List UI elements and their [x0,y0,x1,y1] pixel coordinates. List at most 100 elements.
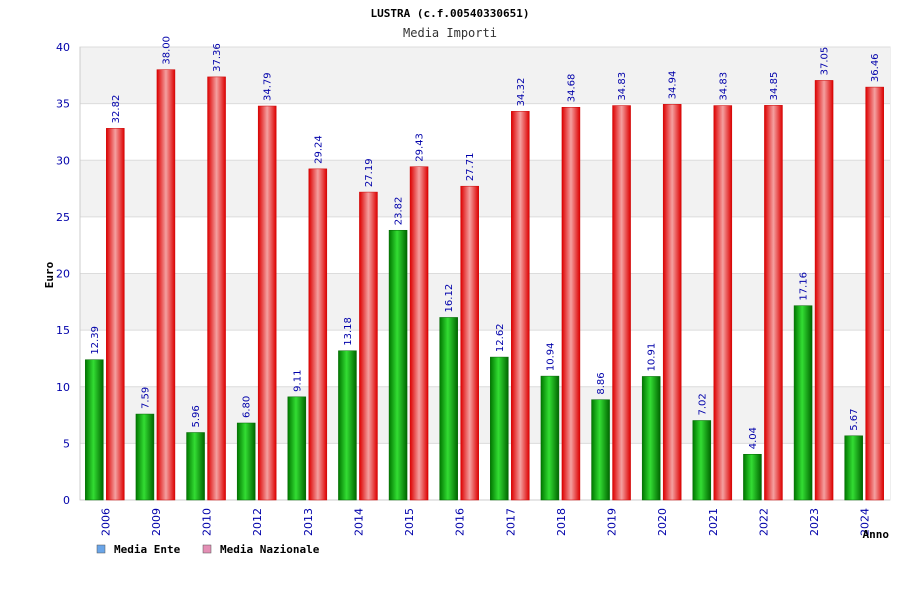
value-label: 34.83 [718,72,729,101]
bar-media-nazionale [814,80,834,501]
x-tick-label: 2022 [757,508,770,536]
bar-media-nazionale [865,86,884,501]
bar-media-ente [490,356,509,501]
value-label: 38.00 [161,36,172,65]
value-label: 6.80 [242,396,253,418]
bar-media-ente [844,435,863,501]
bar-media-nazionale [713,105,733,501]
x-tick-label: 2023 [808,508,821,536]
bar-media-nazionale [207,76,226,501]
bar-media-nazionale [308,168,328,501]
value-label: 32.82 [111,95,122,124]
x-tick-label: 2015 [403,508,416,536]
x-tick-label: 2018 [555,508,568,536]
value-label: 10.91 [647,343,658,372]
bar-media-ente [793,305,813,501]
value-label: 4.04 [748,427,759,449]
legend-swatch [96,544,106,554]
y-tick-label: 10 [56,381,70,394]
bar-media-nazionale [156,69,176,501]
value-label: 5.96 [191,405,202,427]
x-tick-label: 2014 [352,508,365,536]
value-label: 37.36 [212,43,223,72]
bar-media-ente [85,359,104,501]
bar-media-nazionale [561,106,581,501]
value-label: 13.18 [343,317,354,346]
x-tick-label: 2012 [251,508,264,536]
bar-media-ente [388,229,408,501]
x-tick-label: 2006 [99,508,112,536]
value-label: 12.39 [90,326,101,355]
legend-label: Media Ente [114,543,181,556]
y-tick-label: 15 [56,324,70,337]
value-label: 27.71 [465,153,476,182]
bar-media-nazionale [106,128,125,501]
value-label: 7.02 [697,393,708,415]
value-label: 34.94 [668,71,679,100]
y-axis-label: Euro [43,261,56,288]
x-tick-label: 2009 [150,508,163,536]
value-label: 27.19 [364,158,375,187]
bar-media-nazionale [612,105,631,501]
y-tick-label: 25 [56,211,70,224]
bar-media-nazionale [511,111,530,501]
y-tick-label: 30 [56,154,70,167]
value-label: 10.94 [545,342,556,371]
bar-media-ente [287,396,307,501]
legend-label: Media Nazionale [220,543,320,556]
value-labels: 12.39 32.82 7.59 38.00 5.96 37.36 6.80 34.79 9.1… [90,36,881,449]
legend-swatch [202,544,212,554]
value-label: 8.86 [596,372,607,394]
x-tick-label: 2024 [859,508,872,536]
y-tick-label: 40 [56,41,70,54]
x-tick-label: 2020 [656,508,669,536]
bar-media-nazionale [257,105,277,501]
value-label: 17.16 [799,272,810,301]
value-label: 29.24 [313,135,324,164]
y-axis-ticks: 0 5 10 15 20 25 30 35 40 [56,41,70,507]
bar-media-ente [186,432,205,501]
x-tick-label: 2019 [606,508,619,536]
x-tick-label: 2010 [201,508,214,536]
bar-media-ente [338,350,357,501]
value-label: 34.85 [769,72,780,101]
bar-media-ente [439,317,458,501]
value-label: 29.43 [415,133,426,162]
x-tick-label: 2013 [302,508,315,536]
y-tick-label: 5 [63,437,70,450]
legend: Media Ente Media Nazionale [96,543,320,556]
value-label: 37.05 [820,47,831,76]
y-tick-label: 35 [56,98,70,111]
bar-media-ente [236,422,256,501]
y-tick-label: 0 [63,494,70,507]
bar-media-nazionale [764,105,783,501]
bar-media-ente [591,399,610,501]
bar-media-ente [135,413,155,501]
value-label: 12.62 [495,323,506,352]
bar-media-nazionale [409,166,429,501]
value-label: 34.68 [566,74,577,103]
x-axis-label: Anno [863,528,890,541]
value-label: 34.32 [516,78,527,107]
bar-media-ente [743,453,762,501]
value-label: 36.46 [870,53,881,82]
x-tick-label: 2017 [504,508,517,536]
bar-media-nazionale [359,191,378,501]
value-label: 9.11 [292,370,303,392]
bar-media-ente [540,375,560,501]
x-tick-label: 2021 [707,508,720,536]
bar-media-nazionale [662,104,682,501]
value-label: 34.79 [263,72,274,101]
x-axis-ticks: 2006 2009 2010 2012 2013 2014 2015 2016 2017 2018… [99,508,871,536]
bar-media-ente [641,376,661,501]
x-tick-label: 2016 [454,508,467,536]
chart-title: LUSTRA (c.f.00540330651) [371,7,530,20]
value-label: 5.67 [849,409,860,431]
chart-subtitle: Media Importi [403,26,497,40]
value-label: 23.82 [394,197,405,226]
bar-media-nazionale [460,185,479,501]
y-tick-label: 20 [56,268,70,281]
bars-group [85,69,884,501]
value-label: 34.83 [617,72,628,101]
